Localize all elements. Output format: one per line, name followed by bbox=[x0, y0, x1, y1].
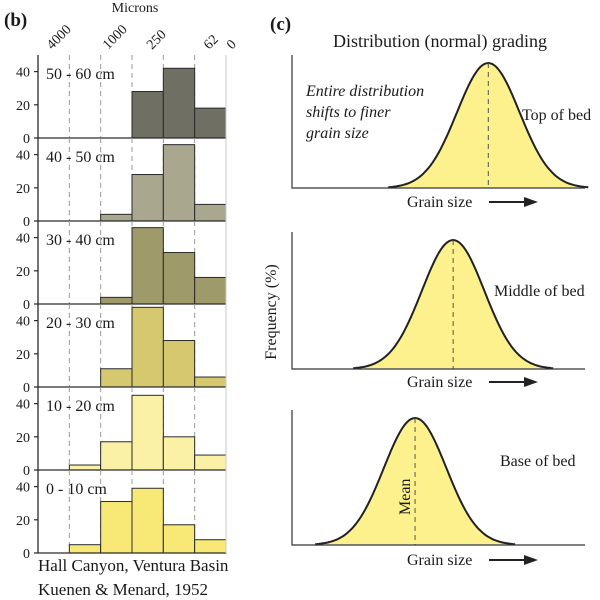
bar bbox=[194, 539, 227, 554]
bar bbox=[162, 340, 196, 388]
bar bbox=[68, 544, 102, 554]
y-tick-label: 20 bbox=[16, 182, 30, 197]
bar bbox=[162, 524, 196, 554]
y-tick-label: 40 bbox=[16, 232, 30, 247]
bar bbox=[131, 394, 164, 471]
bar bbox=[131, 487, 164, 554]
histogram-panel-1: 0 20 40 40 - 50 cm bbox=[16, 138, 227, 230]
bar bbox=[100, 441, 133, 471]
arrow-head bbox=[524, 377, 538, 387]
bar bbox=[100, 368, 133, 388]
curve-fill bbox=[388, 63, 589, 188]
y-tick-label: 20 bbox=[16, 348, 30, 363]
depth-label: 10 - 20 cm bbox=[46, 398, 115, 415]
arrow-head bbox=[524, 555, 538, 565]
position-label: Middle of bed bbox=[494, 283, 585, 300]
y-tick-label: 0 bbox=[23, 298, 30, 313]
y-tick-label: 20 bbox=[16, 265, 30, 280]
curve-panel-0: Grain size Top of bed bbox=[291, 55, 591, 211]
credit-line-2: Kuenen & Menard, 1952 bbox=[38, 580, 208, 599]
curve-panel-1: Grain size Middle of bed bbox=[291, 232, 585, 391]
histogram-panel-3: 0 20 40 20 - 30 cm bbox=[16, 304, 227, 396]
bar bbox=[100, 296, 133, 305]
bar bbox=[194, 376, 227, 388]
curve-panel-2: Grain size Base of bed Mean bbox=[291, 410, 585, 569]
bar bbox=[194, 203, 227, 222]
depth-label: 40 - 50 cm bbox=[46, 149, 115, 166]
top-axis-ticks: 4000 1000 250 62 0 bbox=[44, 22, 240, 52]
y-tick-label: 0 bbox=[23, 547, 30, 562]
histogram-panel-2: 0 20 40 30 - 40 cm bbox=[16, 221, 227, 313]
distribution-curves: Grain size Top of bed Grain size Middle of … bbox=[291, 55, 591, 569]
position-label: Base of bed bbox=[500, 453, 576, 470]
bar bbox=[131, 306, 164, 388]
top-axis-title: Microns bbox=[112, 1, 159, 16]
mean-label: Mean bbox=[397, 479, 414, 515]
y-tick-label: 40 bbox=[16, 149, 30, 164]
depth-label: 30 - 40 cm bbox=[46, 232, 115, 249]
curve-axes bbox=[291, 410, 585, 546]
annotation-line-2: shifts to finer bbox=[306, 104, 391, 121]
depth-label: 50 - 60 cm bbox=[46, 66, 115, 83]
grain-size-label: Grain size bbox=[407, 374, 472, 391]
histogram-stack: 0 20 40 50 - 60 cm 0 20 40 40 - 50 cm 0 20 40 30 - … bbox=[16, 55, 227, 562]
bar bbox=[68, 464, 102, 471]
bar bbox=[194, 107, 227, 139]
y-tick-label: 20 bbox=[16, 431, 30, 446]
histogram-panel-0: 0 20 40 50 - 60 cm bbox=[16, 55, 227, 147]
bar bbox=[131, 227, 164, 305]
y-tick-label: 20 bbox=[16, 514, 30, 529]
bar bbox=[194, 276, 227, 305]
panel-b-letter: (b) bbox=[4, 10, 27, 31]
annotation-line-1: Entire distribution bbox=[305, 83, 424, 100]
top-axis-tick-2: 250 bbox=[144, 27, 169, 52]
y-tick-label: 0 bbox=[23, 132, 30, 147]
curve-axes bbox=[291, 232, 585, 370]
depth-label: 0 - 10 cm bbox=[46, 481, 107, 498]
curve-axes bbox=[291, 55, 585, 189]
panel-c-letter: (c) bbox=[270, 14, 291, 35]
bar bbox=[162, 144, 196, 222]
bar bbox=[162, 436, 196, 471]
y-tick-label: 20 bbox=[16, 99, 30, 114]
y-tick-label: 0 bbox=[23, 381, 30, 396]
top-axis-tick-1: 1000 bbox=[100, 22, 130, 52]
y-tick-label: 40 bbox=[16, 315, 30, 330]
bar bbox=[131, 174, 164, 222]
grain-size-label: Grain size bbox=[407, 552, 472, 569]
histogram-panel-4: 0 20 40 10 - 20 cm bbox=[16, 387, 227, 479]
bar bbox=[162, 67, 196, 139]
depth-label: 20 - 30 cm bbox=[46, 315, 115, 332]
bar bbox=[131, 91, 164, 139]
y-tick-label: 0 bbox=[23, 464, 30, 479]
top-axis-tick-0: 4000 bbox=[44, 22, 74, 52]
bar bbox=[194, 454, 227, 471]
top-axis-tick-4: 0 bbox=[224, 37, 240, 53]
panel-c-title: Distribution (normal) grading bbox=[333, 31, 547, 52]
bar bbox=[100, 501, 133, 554]
position-label: Top of bed bbox=[522, 107, 591, 124]
histogram-panel-5: 0 20 40 0 - 10 cm bbox=[16, 470, 227, 562]
annotation-line-3: grain size bbox=[306, 125, 369, 142]
y-tick-label: 40 bbox=[16, 398, 30, 413]
bar bbox=[100, 213, 133, 222]
y-tick-label: 40 bbox=[16, 66, 30, 81]
frequency-axis-label: Frequency (%) bbox=[263, 264, 280, 360]
credit-line-1: Hall Canyon, Ventura Basin bbox=[38, 556, 229, 575]
y-tick-label: 0 bbox=[23, 215, 30, 230]
bar bbox=[162, 252, 196, 305]
grain-size-label: Grain size bbox=[407, 194, 472, 211]
arrow-head bbox=[524, 197, 538, 207]
top-axis-tick-3: 62 bbox=[201, 32, 222, 53]
y-tick-label: 40 bbox=[16, 481, 30, 496]
